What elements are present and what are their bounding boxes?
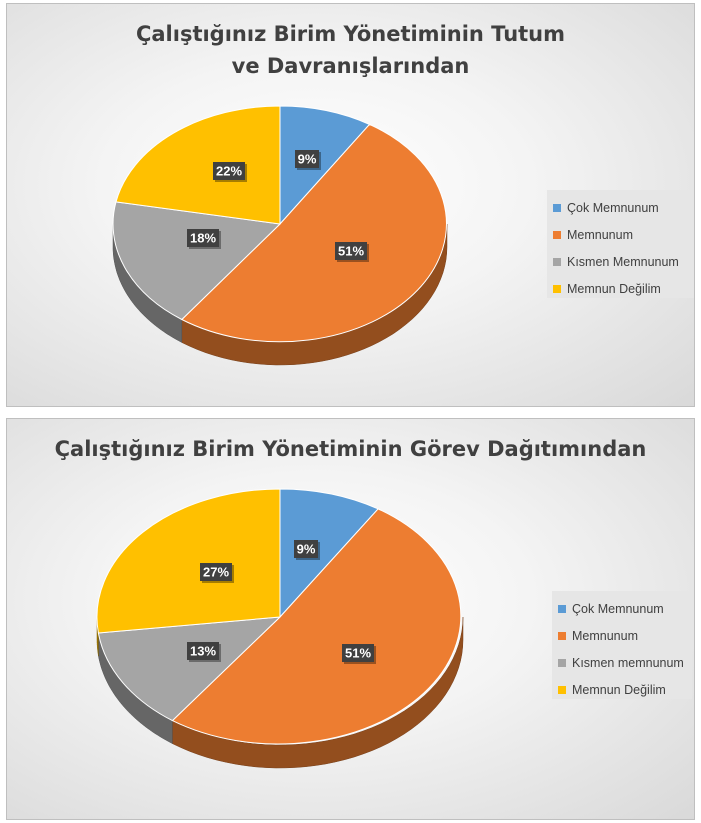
data-label-box xyxy=(342,644,374,662)
data-label: 51% xyxy=(338,244,364,259)
legend-label: Çok Memnunum xyxy=(567,200,659,215)
data-label-box xyxy=(213,162,245,180)
legend-item: Memnunum xyxy=(558,622,686,649)
legend-swatch xyxy=(553,257,561,266)
chart-title: Çalıştığınız Birim Yönetiminin Görev Dağ… xyxy=(54,437,647,461)
chart-title: Çalıştığınız Birim Yönetiminin Tutum ve … xyxy=(135,22,566,78)
legend-item: Kısmen Memnunum xyxy=(553,248,688,275)
legend-item: Çok Memnunum xyxy=(553,194,688,221)
legend-item: Memnunum xyxy=(553,221,688,248)
data-label: 51% xyxy=(345,646,371,661)
data-label: 13% xyxy=(190,644,216,659)
legend-swatch xyxy=(558,631,566,640)
data-label: 9% xyxy=(298,152,317,167)
chart-panel-2: Çalıştığınız Birim Yönetiminin Görev Dağ… xyxy=(6,418,695,820)
chart-panel-1: Çalıştığınız Birim Yönetiminin Tutum ve … xyxy=(6,3,695,407)
legend-label: Kısmen Memnunum xyxy=(567,254,679,269)
data-label-box xyxy=(200,563,232,581)
data-label: 9% xyxy=(297,542,316,557)
data-label-box xyxy=(187,642,219,660)
data-label: 22% xyxy=(216,164,242,179)
legend-swatch xyxy=(558,685,566,694)
legend-label: Çok Memnunum xyxy=(572,601,664,616)
legend-label: Memnunum xyxy=(572,628,638,643)
chart-legend: Çok Memnunum Memnunum Kısmen Memnunum Me… xyxy=(547,190,694,298)
data-label-box xyxy=(294,540,318,558)
data-label-box xyxy=(295,150,319,168)
legend-swatch xyxy=(558,658,566,667)
legend-label: Kısmen memnunum xyxy=(572,655,684,670)
data-label-box xyxy=(335,242,367,260)
legend-label: Memnun Değilim xyxy=(572,682,666,697)
data-label-box xyxy=(187,229,219,247)
pie-slice xyxy=(112,201,282,321)
pie-slice xyxy=(279,488,379,619)
legend-label: Memnunum xyxy=(567,227,633,242)
legend-swatch xyxy=(553,203,561,212)
legend-item: Çok Memnunum xyxy=(558,595,686,622)
pie-slice xyxy=(279,105,371,226)
legend-item: Memnun Değilim xyxy=(553,275,688,302)
pie-slice xyxy=(115,105,281,225)
pie-slice xyxy=(171,508,462,745)
pie-slice xyxy=(97,616,282,722)
legend-item: Kısmen memnunum xyxy=(558,649,686,676)
chart-legend: Çok Memnunum Memnunum Kısmen memnunum Me… xyxy=(552,591,692,699)
pie-slice xyxy=(180,123,447,343)
legend-swatch xyxy=(553,230,561,239)
pie-slice xyxy=(96,488,281,634)
legend-item: Memnun Değilim xyxy=(558,676,686,703)
legend-swatch xyxy=(558,604,566,613)
legend-label: Memnun Değilim xyxy=(567,281,661,296)
pie-chart: 9% 51% 18% 22% xyxy=(112,105,448,366)
legend-swatch xyxy=(553,284,561,293)
data-label: 27% xyxy=(203,565,229,580)
data-label: 18% xyxy=(190,231,216,246)
pie-chart: 9% 51% 13% 27% xyxy=(96,488,464,769)
